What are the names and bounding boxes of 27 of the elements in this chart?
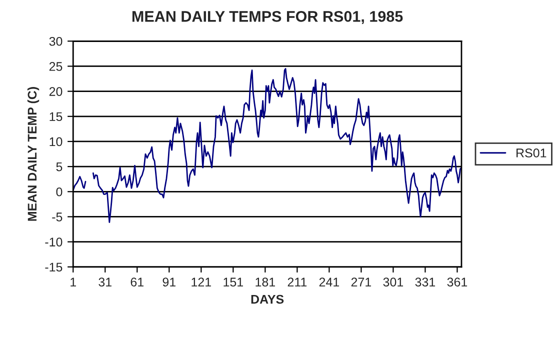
y-tick-label: 20 [49, 87, 62, 96]
y-tick-label: 5 [56, 162, 62, 172]
y-tick-label: 15 [50, 112, 62, 122]
x-tick-label: 361 [447, 278, 468, 286]
x-tick-label: 121 [192, 278, 211, 286]
x-tick-label: 301 [383, 278, 404, 286]
x-tick-label: 211 [288, 278, 307, 286]
x-tick-label: 331 [415, 278, 436, 286]
x-tick-label: 91 [162, 278, 176, 286]
x-tick-label: 31 [98, 278, 112, 286]
x-tick-label: 61 [130, 278, 144, 286]
chart-title: MEAN DAILY TEMPS FOR RS01, 1985 [132, 11, 403, 24]
y-tick-label: 25 [49, 62, 62, 71]
y-tick-label: -10 [45, 238, 62, 246]
x-tick-label: 181 [256, 278, 275, 286]
y-tick-label: 30 [49, 36, 62, 46]
x-tick-label: 271 [351, 278, 372, 286]
y-tick-label: 0 [56, 187, 62, 196]
y-tick-label: -15 [45, 262, 62, 272]
x-tick-label: 1 [70, 278, 76, 286]
y-tick-label: 10 [50, 137, 62, 146]
x-axis-title: DAYS [251, 294, 284, 304]
x-tick-label: 241 [319, 278, 340, 286]
y-tick-label: -5 [52, 212, 62, 222]
legend-label: RS01 [516, 148, 546, 158]
x-tick-label: 151 [224, 278, 243, 286]
y-axis-title: MEAN DAILY TEMP (C) [27, 87, 40, 221]
